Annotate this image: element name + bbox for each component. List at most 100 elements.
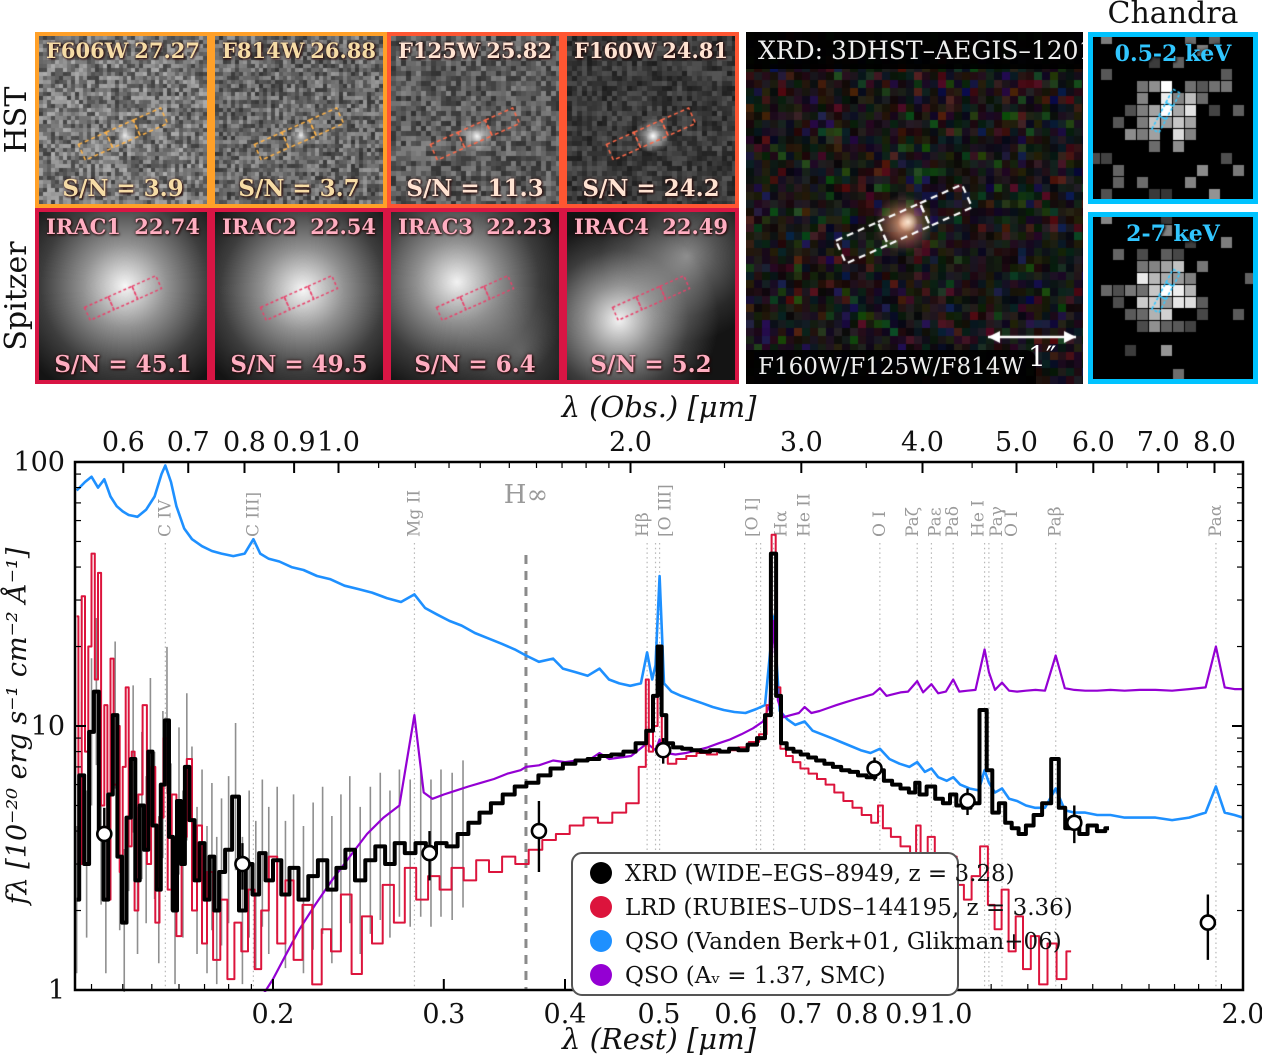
panel-f814w: F814W 26.88 S/N = 3.7 [211, 32, 387, 208]
filter-label: IRAC3 [398, 214, 473, 239]
magnitude-label: 25.82 [486, 38, 552, 63]
spectrum-qso-purple [263, 619, 1243, 992]
panel-chandra-hard: 2-7 keV [1088, 212, 1258, 384]
cutout-image-irac4 [567, 212, 735, 380]
chandra-title: Chandra [1107, 0, 1239, 31]
photometry-point [95, 825, 113, 843]
x-tick-label-bottom: 0.9 [885, 999, 928, 1030]
emission-line-label: Paβ [1046, 506, 1066, 537]
legend-marker-qso-blue [590, 930, 612, 952]
magnitude-label: 27.27 [134, 38, 200, 63]
filter-label: F814W [222, 38, 305, 63]
emission-line-label: Mg II [404, 490, 424, 537]
cutout-image-irac1 [39, 212, 207, 380]
x-tick-label-top: 0.7 [167, 427, 210, 458]
sn-label: S/N = 24.2 [582, 174, 720, 202]
y-axis-title: fλ [10⁻²⁰ erg s⁻¹ cm⁻² Å⁻¹] [0, 547, 33, 906]
emission-line-label: Paε [925, 507, 945, 537]
photometry-point [421, 844, 438, 862]
panel-irac3: IRAC3 22.23 S/N = 6.4 [387, 208, 563, 384]
cutout-image-chandra-soft [1093, 37, 1253, 199]
emission-line-label: C IV [155, 499, 175, 537]
emission-line-label: He II [795, 493, 815, 537]
cutout-image-f125w [391, 36, 559, 204]
x-tick-label-top: 4.0 [901, 427, 944, 458]
emission-line-label: Paζ [903, 507, 923, 537]
emission-line-label: Paα [1206, 504, 1226, 537]
emission-line-label: C III] [243, 492, 263, 537]
magnitude-label: 22.74 [134, 214, 200, 239]
cutout-image-rgb [746, 32, 1083, 384]
panel-f160w: F160W 24.81 S/N = 24.2 [563, 32, 739, 208]
sn-label: S/N = 3.9 [62, 174, 184, 202]
photometry-point [866, 760, 883, 777]
photometry-point [530, 822, 548, 840]
cutout-image-f160w [567, 36, 735, 204]
cutout-image-chandra-hard [1093, 217, 1253, 379]
magnitude-label: 24.81 [662, 38, 728, 63]
legend-box [571, 852, 959, 996]
x-tick-label-top: 8.0 [1193, 427, 1236, 458]
emission-line-label: He I [969, 500, 989, 537]
filter-label: F160W [574, 38, 657, 63]
spectrum-qso-blue [75, 464, 1243, 822]
cutout-image-f814w [215, 36, 383, 204]
photometry-point [959, 792, 976, 810]
panel-f125w: F125W 25.82 S/N = 11.3 [387, 32, 563, 208]
photometry-point [234, 855, 251, 873]
spectrum-xrd [76, 551, 1109, 925]
x-tick-label-bottom: 0.7 [779, 999, 822, 1030]
legend-label-qso-blue: QSO (Vanden Berk+01, Glikman+06) [625, 929, 1062, 955]
x-tick-label-bottom: 0.3 [422, 999, 465, 1030]
sn-label: S/N = 6.4 [414, 350, 536, 378]
legend-marker-xrd [590, 862, 612, 884]
sn-label: S/N = 5.2 [590, 350, 712, 378]
magnitude-label: 26.88 [310, 38, 376, 63]
legend-label-xrd: XRD (WIDE–EGS–8949, z = 3.28) [625, 861, 1015, 887]
x-tick-label-top: 0.6 [102, 427, 145, 458]
emission-line-label: H∞ [504, 480, 548, 510]
emission-line-label: Hβ [633, 512, 653, 537]
photometry-point [654, 741, 672, 759]
x-tick-label-top: 7.0 [1137, 427, 1180, 458]
magnitude-label: 22.49 [662, 214, 728, 239]
y-tick-label: 1 [48, 975, 65, 1006]
emission-line-label: O I [870, 511, 890, 537]
chandra-band-label: 2-7 keV [1126, 221, 1220, 247]
emission-line-label: Hα [772, 510, 792, 537]
x-tick-label-bottom: 0.2 [252, 999, 295, 1030]
panel-irac1: IRAC1 22.74 S/N = 45.1 [35, 208, 211, 384]
filter-label: IRAC1 [46, 214, 121, 239]
sn-label: S/N = 3.7 [238, 174, 360, 202]
x-tick-label-top: 3.0 [780, 427, 823, 458]
photometry-points [95, 738, 1217, 960]
x-tick-label-top: 0.8 [223, 427, 266, 458]
x-axis-title-bottom: λ (Rest) [μm] [561, 1022, 757, 1055]
chandra-band-label: 0.5-2 keV [1114, 41, 1232, 67]
panel-f606w: F606W 27.27 S/N = 3.9 [35, 32, 211, 208]
emission-line-label: O I [1002, 511, 1022, 537]
magnitude-label: 22.23 [486, 214, 552, 239]
panel-chandra-soft: 0.5-2 keV [1088, 32, 1258, 204]
filter-label: F125W [398, 38, 481, 63]
spectra-group [75, 464, 1243, 992]
x-tick-label-bottom: 0.4 [544, 999, 587, 1030]
x-tick-label-top: 0.9 [273, 427, 316, 458]
scalebar-label: 1″ [1028, 340, 1057, 373]
hst-row-label: HST [0, 86, 34, 154]
x-tick-label-bottom: 2.0 [1222, 999, 1262, 1030]
rgb-title: XRD: 3DHST–AEGIS–12014 [746, 32, 1083, 69]
x-tick-label-bottom: 0.6 [714, 999, 757, 1030]
filter-label: IRAC4 [574, 214, 649, 239]
x-tick-label-bottom: 1.0 [930, 999, 973, 1030]
x-tick-label-top: 5.0 [995, 427, 1038, 458]
legend-label-qso-purple: QSO (Aᵥ = 1.37, SMC) [625, 963, 886, 989]
legend-marker-lrd [590, 896, 612, 918]
sn-label: S/N = 45.1 [54, 350, 192, 378]
x-tick-label-top: 2.0 [609, 427, 652, 458]
cutout-image-irac3 [391, 212, 559, 380]
x-tick-label-top: 1.0 [317, 427, 360, 458]
rgb-filters-label: F160W/F125W/F814W [746, 350, 1036, 384]
spitzer-row-label: Spitzer [0, 241, 34, 351]
